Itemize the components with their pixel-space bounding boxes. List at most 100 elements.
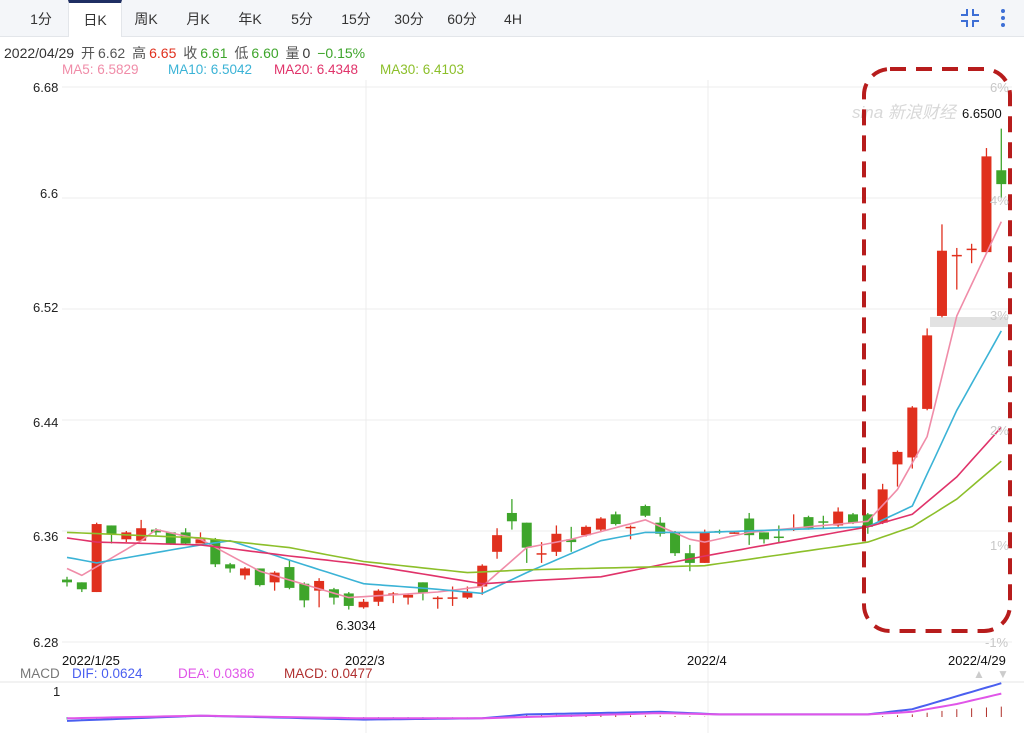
candle-body — [239, 568, 250, 576]
pct-tick: 1% — [990, 538, 1009, 553]
candle-body — [76, 582, 87, 590]
candle-body — [951, 254, 962, 257]
candle-body — [744, 518, 755, 536]
candle-body — [818, 521, 829, 523]
macd-title: MACD — [20, 666, 60, 681]
open-label: 开 — [80, 45, 95, 61]
ma10-line — [66, 330, 1002, 595]
ma10-legend: MA10: 6.5042 — [168, 62, 253, 77]
tab-7[interactable]: 15分 — [341, 11, 371, 27]
dif-legend: DIF: 0.0624 — [72, 666, 143, 681]
close-value: 6.61 — [200, 45, 228, 61]
y-tick: 6.28 — [33, 635, 59, 650]
y-tick: 6.44 — [33, 415, 59, 430]
high-label: 高 — [132, 45, 147, 61]
ma20-line — [66, 426, 1002, 585]
x-tick: 2022/1/25 — [62, 653, 120, 668]
candle-body — [136, 528, 147, 541]
tab-1[interactable]: 1分 — [30, 11, 52, 27]
candle-body — [640, 506, 651, 516]
macd-value-legend: MACD: 0.0477 — [284, 666, 373, 681]
candle-body — [150, 529, 161, 533]
candle-body — [121, 532, 132, 540]
tab-10[interactable]: 4H — [504, 11, 522, 27]
candle-body — [773, 536, 784, 539]
candle-body — [595, 518, 606, 530]
candle-body — [729, 532, 740, 534]
tab-8[interactable]: 30分 — [394, 11, 424, 27]
y-tick: 6.6 — [40, 186, 59, 201]
candle-body — [655, 522, 666, 534]
volume-label: 量 — [285, 45, 300, 61]
candle-body — [922, 335, 933, 409]
ma5-legend: MA5: 6.5829 — [62, 62, 139, 77]
candle-body — [847, 514, 858, 523]
candle-body — [225, 564, 236, 569]
candle-body — [492, 535, 503, 552]
candle-body — [195, 539, 206, 544]
candle-body — [269, 572, 280, 583]
candle-body — [343, 593, 354, 606]
max-price-label: 6.6500 — [962, 106, 1002, 121]
dea-legend: DEA: 0.0386 — [178, 666, 255, 681]
change-percent: −0.15% — [317, 45, 366, 61]
candle-body — [610, 514, 621, 525]
candle-body — [358, 601, 369, 608]
candle-body — [670, 532, 681, 554]
candle-body — [284, 567, 295, 588]
y-tick: 6.52 — [33, 300, 59, 315]
pct-tick: 6% — [990, 80, 1009, 95]
candle-body — [936, 250, 947, 316]
tab-2[interactable]: 日K — [68, 0, 122, 37]
compress-icon[interactable] — [958, 6, 982, 30]
candle-body — [477, 565, 488, 587]
candle-body — [210, 539, 221, 565]
tab-6[interactable]: 5分 — [291, 11, 313, 27]
ma5-line — [66, 221, 1003, 599]
date: 2022/04/29 — [4, 45, 75, 61]
tab-4[interactable]: 月K — [186, 11, 210, 27]
pct-tick: 3% — [990, 308, 1009, 323]
open-value: 6.62 — [97, 45, 126, 61]
y-tick: 6.68 — [33, 80, 59, 95]
macd-y-tick: 1 — [53, 684, 61, 699]
x-tick: 2022/4/29 — [948, 653, 1006, 668]
candle-body — [521, 522, 532, 548]
price-band — [930, 317, 1008, 327]
candle-body — [684, 553, 695, 563]
pct-tick: -1% — [985, 635, 1009, 650]
sina-watermark-logo: sina 新浪财经 — [852, 103, 958, 122]
more-vertical-icon[interactable] — [991, 6, 1015, 30]
tab-9[interactable]: 60分 — [447, 11, 477, 27]
candle-body — [966, 248, 977, 251]
pct-tick: 2% — [990, 423, 1009, 438]
candle-body — [462, 592, 473, 598]
candle-body — [447, 597, 458, 599]
candle-body — [62, 579, 72, 583]
candle-body — [907, 407, 918, 458]
high-value: 6.65 — [149, 45, 177, 61]
dea-line — [66, 692, 1002, 720]
candle-body — [506, 512, 517, 522]
candle-body — [759, 532, 770, 540]
candle-body — [106, 525, 117, 534]
low-value: 6.60 — [251, 45, 279, 61]
candle-body — [403, 594, 414, 598]
highlight-box — [862, 67, 1012, 633]
candle-body — [432, 597, 443, 600]
pct-tick: 4% — [990, 193, 1009, 208]
scroll-down-icon[interactable]: ▼ — [997, 667, 1009, 681]
ma20-legend: MA20: 6.4348 — [274, 62, 359, 77]
candle-body — [996, 170, 1007, 185]
scroll-up-icon[interactable]: ▲ — [973, 667, 985, 681]
tab-5[interactable]: 年K — [238, 11, 262, 27]
candle-body — [981, 156, 992, 253]
candle-body — [566, 539, 577, 543]
candle-body — [299, 583, 310, 601]
period-tab-bar: 1分 日K 周K 月K 年K 5分 15分 30分 60分 4H — [0, 0, 1024, 37]
tab-3[interactable]: 周K — [134, 11, 158, 27]
candle-body — [91, 524, 102, 593]
candle-body — [833, 511, 844, 526]
